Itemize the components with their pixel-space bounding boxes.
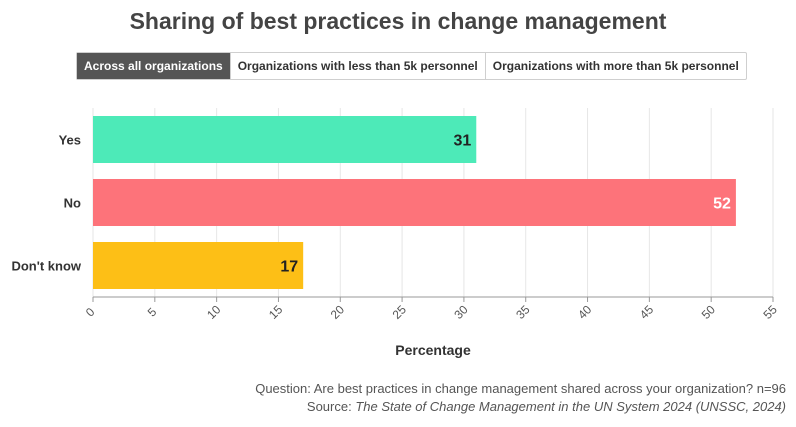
category-label: Yes	[59, 133, 81, 148]
tab-bar: Across all organizations Organizations w…	[76, 52, 747, 80]
x-tick-label: 30	[451, 302, 471, 322]
x-tick-label: 15	[266, 302, 286, 322]
source-prefix: Source:	[306, 399, 356, 414]
bar-don-t-know	[93, 242, 304, 289]
x-tick-label: 35	[513, 302, 533, 322]
x-tick-label: 20	[328, 302, 348, 322]
x-tick-label: 10	[204, 302, 224, 322]
x-tick-label: 40	[575, 302, 595, 322]
x-tick-label: 45	[637, 302, 657, 322]
x-tick-label: 50	[699, 302, 719, 322]
x-axis-title: Percentage	[395, 342, 471, 358]
data-label: 31	[453, 133, 471, 150]
category-label: Don't know	[11, 259, 81, 274]
source-title: The State of Change Management in the UN…	[355, 399, 786, 414]
question-note: Question: Are best practices in change m…	[255, 381, 786, 396]
chart-title: Sharing of best practices in change mana…	[129, 8, 667, 34]
data-label: 17	[280, 259, 298, 276]
tab-less-than-5k[interactable]: Organizations with less than 5k personne…	[231, 53, 486, 79]
tab-more-than-5k[interactable]: Organizations with more than 5k personne…	[492, 59, 739, 73]
x-tick-label: 25	[390, 302, 410, 322]
bar-no	[93, 179, 736, 226]
bar-yes	[93, 116, 477, 163]
data-label: 52	[713, 196, 731, 213]
tab-all-organizations[interactable]: Across all organizations	[77, 53, 231, 79]
x-tick-label: 5	[145, 305, 160, 320]
category-label: No	[64, 196, 81, 211]
x-tick-label: 0	[83, 305, 98, 320]
source-note: Source: The State of Change Management i…	[307, 399, 786, 414]
x-tick-label: 55	[760, 302, 780, 322]
